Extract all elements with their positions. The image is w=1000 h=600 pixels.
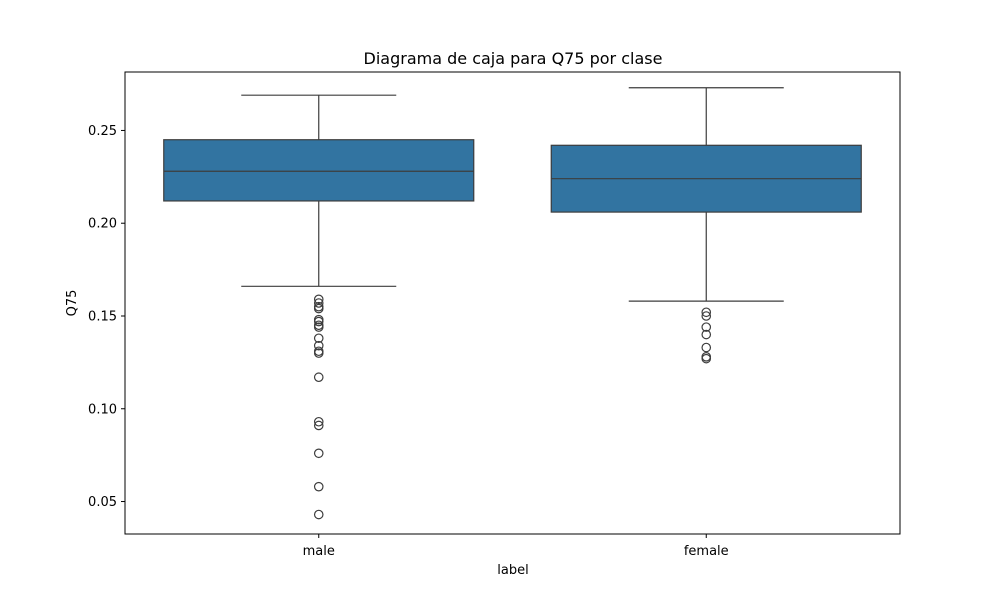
outlier-point <box>313 416 324 427</box>
outlier-point <box>313 448 324 459</box>
outlier-point <box>313 322 324 332</box>
y-tick-label: 0.05 <box>88 495 117 510</box>
outlier-point <box>313 294 324 305</box>
y-tick-label: 0.10 <box>88 402 117 417</box>
outlier-point <box>313 481 324 492</box>
y-tick-label: 0.25 <box>88 124 117 139</box>
outlier-point <box>313 303 324 314</box>
x-tick-label: male <box>303 544 335 559</box>
x-axis-label: label <box>497 563 528 578</box>
outlier-point <box>701 307 712 318</box>
outlier-point <box>313 298 324 308</box>
outlier-point <box>313 372 324 383</box>
outlier-point <box>313 316 324 327</box>
outlier-point <box>701 342 712 353</box>
y-tick-label: 0.20 <box>88 217 117 232</box>
x-tick-label: female <box>684 544 729 559</box>
outlier-point <box>701 311 712 321</box>
outlier-point <box>701 322 712 332</box>
plot-frame <box>124 71 901 535</box>
outlier-point <box>313 333 324 344</box>
outlier-point <box>313 420 324 431</box>
plot-area: 0.05 0.10 0.15 0.20 0.25 male female <box>88 87 862 559</box>
box-male <box>163 139 475 202</box>
outlier-point <box>701 353 712 364</box>
chart-title: Diagrama de caja para Q75 por clase <box>364 49 663 68</box>
outlier-point <box>313 348 324 358</box>
outlier-point <box>313 340 324 351</box>
outlier-point <box>313 509 324 520</box>
outlier-point <box>701 329 712 340</box>
y-axis-label: Q75 <box>65 290 80 317</box>
y-tick-label: 0.15 <box>88 309 117 324</box>
